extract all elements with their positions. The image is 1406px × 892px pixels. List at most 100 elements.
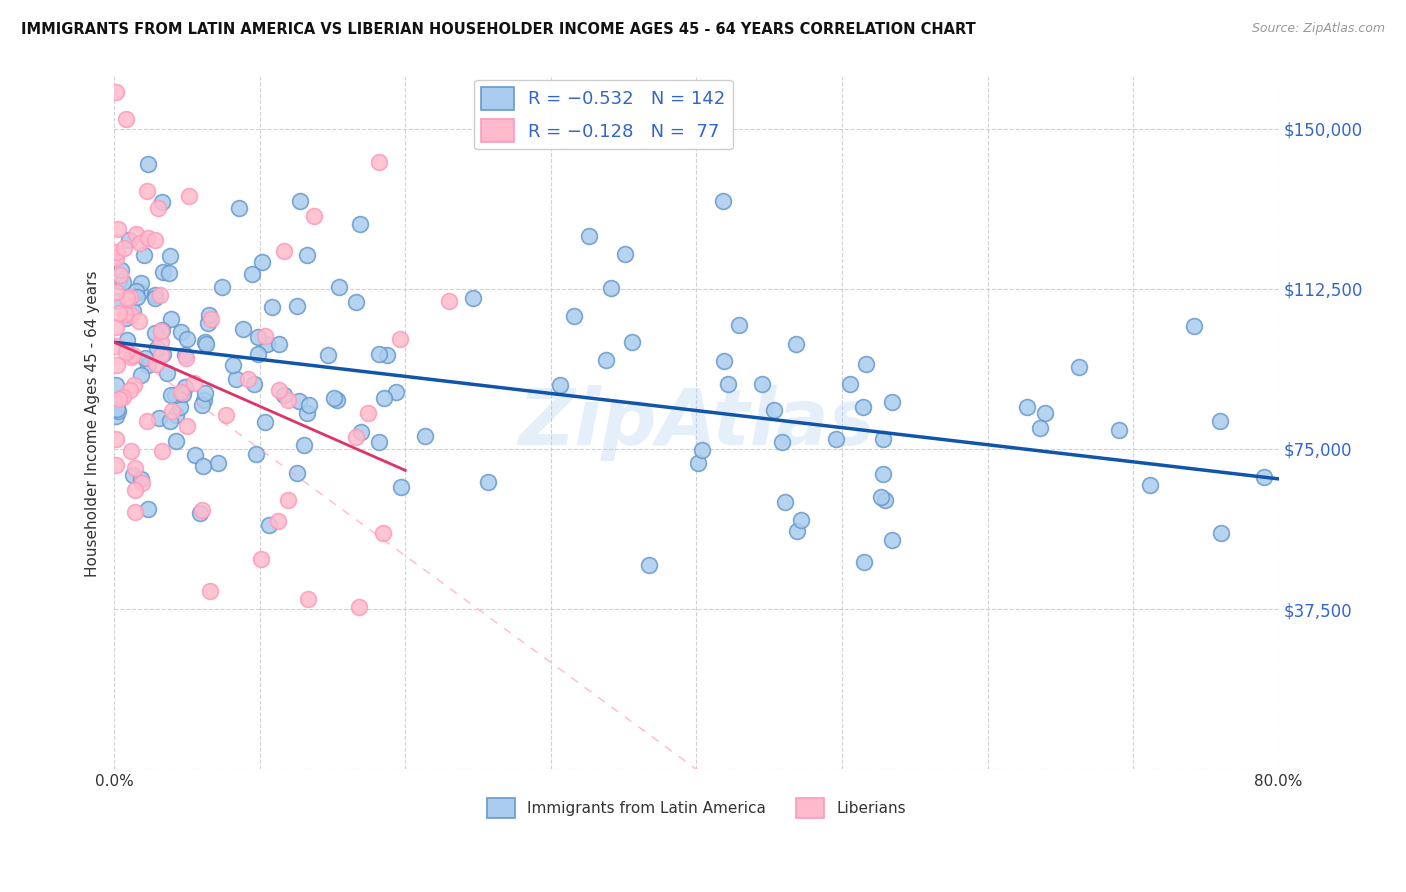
Point bbox=[120, 443, 142, 458]
Point bbox=[160, 311, 183, 326]
Point bbox=[785, 337, 807, 351]
Point bbox=[302, 209, 325, 223]
Point bbox=[297, 592, 319, 607]
Point bbox=[288, 393, 311, 408]
Point bbox=[882, 395, 904, 409]
Point bbox=[1209, 525, 1232, 540]
Point bbox=[125, 284, 148, 298]
Point bbox=[194, 386, 217, 401]
Point bbox=[880, 533, 903, 548]
Point bbox=[131, 475, 153, 490]
Point bbox=[197, 316, 219, 330]
Y-axis label: Householder Income Ages 45 - 64 years: Householder Income Ages 45 - 64 years bbox=[86, 270, 100, 576]
Point bbox=[159, 414, 181, 428]
Point bbox=[112, 241, 135, 255]
Point bbox=[852, 555, 875, 569]
Point bbox=[114, 307, 136, 321]
Point bbox=[257, 518, 280, 533]
Point bbox=[269, 337, 291, 351]
Point bbox=[174, 351, 197, 365]
Point bbox=[728, 318, 751, 332]
Point bbox=[122, 378, 145, 392]
Point bbox=[122, 468, 145, 483]
Point bbox=[143, 326, 166, 340]
Point bbox=[242, 267, 264, 281]
Point bbox=[717, 377, 740, 392]
Point bbox=[172, 387, 194, 401]
Point bbox=[373, 392, 395, 406]
Point bbox=[295, 248, 318, 262]
Point bbox=[477, 475, 499, 489]
Point bbox=[839, 376, 862, 391]
Point bbox=[690, 442, 713, 457]
Point bbox=[297, 405, 319, 419]
Text: ZipAtlas: ZipAtlas bbox=[517, 385, 875, 461]
Point bbox=[176, 418, 198, 433]
Point bbox=[595, 353, 617, 368]
Point bbox=[269, 383, 291, 397]
Point bbox=[170, 385, 193, 400]
Point bbox=[114, 345, 136, 359]
Point bbox=[232, 322, 254, 336]
Point bbox=[273, 244, 295, 259]
Point bbox=[349, 217, 371, 231]
Point bbox=[165, 408, 187, 422]
Point bbox=[375, 348, 398, 362]
Point bbox=[145, 357, 167, 371]
Point bbox=[107, 358, 129, 372]
Point bbox=[193, 393, 215, 408]
Point bbox=[112, 275, 135, 289]
Point bbox=[285, 467, 308, 481]
Point bbox=[773, 494, 796, 508]
Point bbox=[136, 502, 159, 516]
Point bbox=[136, 157, 159, 171]
Point bbox=[548, 378, 571, 392]
Point bbox=[162, 404, 184, 418]
Point bbox=[637, 558, 659, 572]
Point bbox=[344, 429, 367, 443]
Point bbox=[143, 288, 166, 302]
Point bbox=[256, 337, 278, 351]
Point bbox=[104, 458, 127, 472]
Point bbox=[1139, 478, 1161, 492]
Point bbox=[713, 353, 735, 368]
Point bbox=[790, 513, 813, 527]
Point bbox=[121, 348, 143, 362]
Point bbox=[461, 291, 484, 305]
Point bbox=[136, 185, 159, 199]
Point bbox=[267, 515, 290, 529]
Point bbox=[136, 231, 159, 245]
Point bbox=[194, 336, 217, 351]
Point bbox=[149, 287, 172, 301]
Point bbox=[120, 308, 142, 322]
Point bbox=[368, 347, 391, 361]
Point bbox=[1033, 406, 1056, 420]
Point bbox=[150, 443, 173, 458]
Point bbox=[127, 290, 149, 304]
Point bbox=[129, 285, 152, 299]
Point bbox=[121, 304, 143, 318]
Point bbox=[221, 359, 243, 373]
Point bbox=[260, 300, 283, 314]
Point bbox=[124, 483, 146, 497]
Point bbox=[194, 335, 217, 350]
Point bbox=[873, 493, 896, 508]
Point bbox=[159, 249, 181, 263]
Point bbox=[413, 428, 436, 442]
Point bbox=[157, 266, 180, 280]
Point bbox=[107, 275, 129, 289]
Point bbox=[347, 599, 370, 614]
Point bbox=[1108, 423, 1130, 437]
Point bbox=[328, 280, 350, 294]
Point bbox=[115, 310, 138, 325]
Point bbox=[350, 425, 373, 439]
Point bbox=[855, 357, 877, 371]
Point bbox=[176, 332, 198, 346]
Point bbox=[872, 432, 894, 446]
Point bbox=[107, 392, 129, 406]
Point bbox=[763, 403, 786, 417]
Point bbox=[110, 262, 132, 277]
Point bbox=[273, 388, 295, 402]
Point bbox=[104, 377, 127, 392]
Point bbox=[621, 335, 644, 350]
